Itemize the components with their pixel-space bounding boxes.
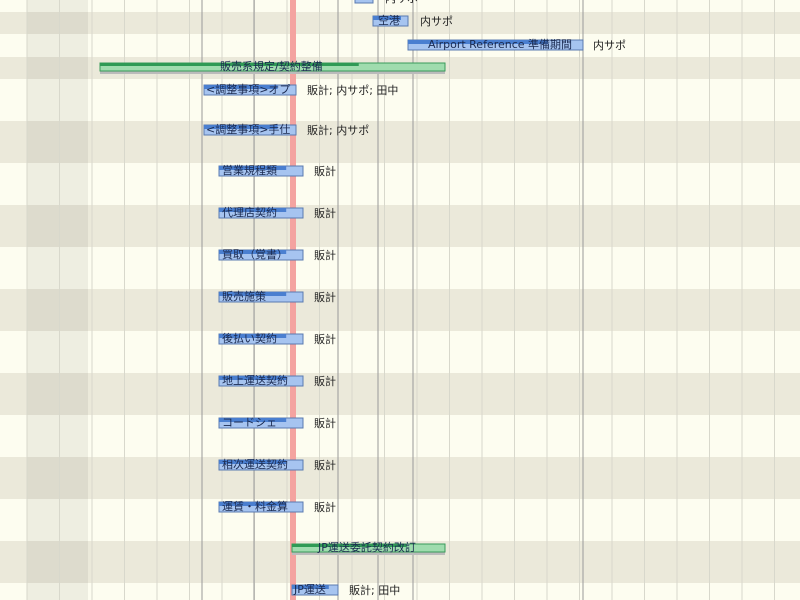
task-progress [219, 502, 287, 506]
task-progress [204, 85, 278, 89]
task-label: Airport Reference 準備期間 [428, 37, 572, 51]
row-background [0, 121, 800, 163]
resource-label: 販計 [314, 206, 336, 220]
resource-label: 販計 [314, 458, 336, 472]
resource-label: 販計 [314, 248, 336, 262]
row-background [0, 583, 800, 600]
task-progress [408, 40, 548, 44]
resource-label: 販計; 内サポ [307, 123, 369, 137]
task-label: JP運送 [293, 582, 326, 596]
task-progress [373, 16, 401, 20]
task-progress [219, 208, 287, 212]
task-label: 代理店契約 [222, 205, 277, 219]
resource-label: 販計 [314, 290, 336, 304]
task-progress [219, 376, 287, 380]
row-background [0, 163, 800, 205]
task-progress [219, 418, 287, 422]
row-background [0, 415, 800, 457]
resource-label: 販計 [314, 374, 336, 388]
row-background [0, 499, 800, 541]
task-bar [354, 0, 374, 4]
summary-progress [100, 63, 359, 66]
task-progress [219, 250, 287, 254]
resource-label: 販計; 田中 [349, 583, 400, 597]
row-background [0, 0, 800, 12]
task-progress [219, 334, 287, 338]
task-label: 地上運送契約 [222, 373, 288, 387]
row-background [0, 79, 800, 121]
task-progress [292, 585, 329, 589]
row-background [0, 34, 800, 57]
task-label: 運賃・料金算 [222, 499, 288, 513]
task-progress [219, 292, 287, 296]
task-label: JP運送委託契約改訂 [317, 540, 416, 554]
resource-label: 内サポ [420, 14, 453, 28]
weekend-column [27, 0, 88, 600]
task-label: 営業規程類 [222, 163, 277, 177]
row-background [0, 373, 800, 415]
task-label: コードシェ [222, 416, 277, 429]
summary-progress [292, 544, 407, 547]
task-label: <調整事項>オプ [206, 82, 290, 96]
task-label: 買取（覚書） [222, 247, 288, 261]
row-background [0, 289, 800, 331]
resource-label: 販計 [314, 416, 336, 430]
task-label: <調整事項>手仕 [206, 122, 290, 136]
resource-label: 販計; 内サポ; 田中 [307, 83, 398, 97]
resource-label: 販計 [314, 164, 336, 178]
task-label: 後払い契約 [222, 331, 277, 345]
task-progress [204, 125, 278, 129]
task-progress [219, 166, 287, 170]
resource-label: 販計 [314, 500, 336, 514]
task-label: 販売施策 [222, 289, 266, 303]
resource-label: 販計 [314, 332, 336, 346]
row-background [0, 247, 800, 289]
row-background [0, 457, 800, 499]
resource-label: 内サポ [593, 38, 626, 52]
resource-label: 内サポ [385, 0, 418, 5]
task-progress [219, 460, 287, 464]
task-label: 販売系規定/契約整備 [220, 59, 323, 73]
task-label: 空港 [378, 13, 400, 27]
row-background [0, 205, 800, 247]
row-background [0, 331, 800, 373]
task-label: 相次運送契約 [222, 457, 288, 471]
